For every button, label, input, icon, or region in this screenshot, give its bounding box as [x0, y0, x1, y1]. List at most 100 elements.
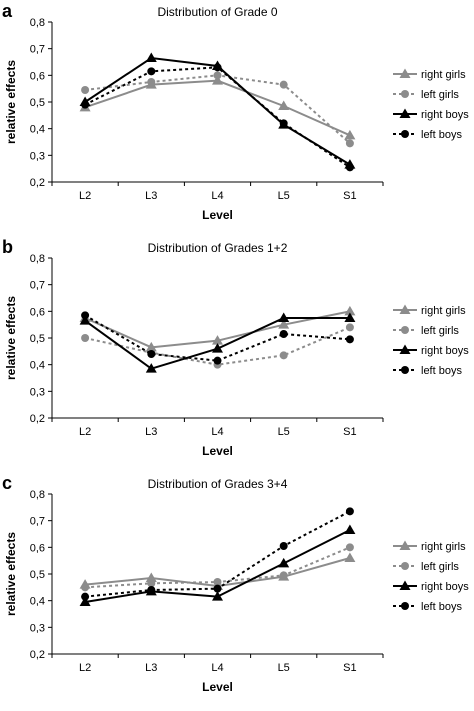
legend-marker	[399, 108, 411, 118]
y-tick-label: 0,8	[30, 489, 45, 501]
data-point-left-boys	[213, 584, 222, 593]
data-point-left-boys	[81, 592, 90, 601]
x-tick-label: L4	[211, 190, 223, 202]
data-point-right-girls	[145, 341, 157, 352]
legend-label: left boys	[421, 365, 462, 377]
y-tick-label: 0,3	[30, 386, 45, 398]
data-point-left-boys	[279, 542, 288, 550]
y-tick-label: 0,6	[30, 542, 45, 554]
data-point-left-boys	[279, 330, 288, 338]
data-point-right-girls	[212, 335, 223, 345]
data-point-left-boys	[147, 586, 156, 594]
series-right-boys	[79, 524, 356, 606]
legend-item-right-boys: right boys	[393, 344, 469, 357]
data-point-right-boys	[278, 557, 290, 568]
legend-label: right boys	[421, 109, 469, 121]
y-tick-label: 0,2	[30, 649, 45, 661]
legend-item-left-boys: left boys	[393, 601, 462, 613]
x-tick-label: L5	[278, 426, 290, 438]
data-point-right-girls	[278, 100, 290, 110]
y-tick-label: 0,6	[30, 70, 45, 82]
x-tick-label: L5	[278, 662, 290, 674]
data-point-right-boys	[145, 363, 157, 373]
x-tick-label: L4	[211, 426, 223, 438]
x-axis-label: Level	[202, 208, 233, 222]
x-tick-label: L5	[278, 190, 290, 202]
legend-marker	[399, 344, 411, 354]
y-tick-label: 0,5	[30, 97, 45, 109]
series-left-boys	[81, 311, 354, 365]
legend-marker	[401, 326, 409, 334]
legend-marker	[399, 580, 411, 590]
y-tick-label: 0,3	[30, 622, 45, 634]
data-point-right-girls	[344, 552, 356, 562]
data-point-left-girls	[213, 578, 222, 586]
legend-item-left-girls: left girls	[393, 561, 459, 573]
y-tick-label: 0,2	[30, 177, 45, 189]
y-axis-label: relative effects	[4, 296, 18, 380]
legend-item-left-boys: left boys	[393, 365, 462, 377]
data-point-right-boys	[79, 596, 91, 606]
x-tick-label: S1	[343, 426, 356, 438]
legend-item-right-girls: right girls	[393, 540, 466, 553]
y-tick-label: 0,2	[30, 413, 45, 425]
x-tick-label: S1	[343, 190, 356, 202]
legend-marker	[401, 130, 409, 138]
panel-b: b Distribution of Grades 1+2 0,2 0,3 0,4 0,5 0…	[2, 237, 469, 458]
legend-label: left girls	[421, 89, 459, 101]
data-point-left-boys	[345, 335, 354, 344]
x-tick-label: L2	[79, 426, 91, 438]
panel-letter: b	[2, 237, 13, 257]
legend-label: right boys	[421, 581, 469, 593]
data-point-left-girls	[81, 334, 90, 342]
data-point-right-boys	[344, 524, 356, 534]
x-tick-label: S1	[343, 662, 356, 674]
y-tick-label: 0,4	[30, 124, 45, 136]
x-tick-label: L2	[79, 662, 91, 674]
legend-item-right-girls: right girls	[393, 68, 466, 81]
x-tick-label: L4	[211, 662, 223, 674]
data-point-right-boys	[212, 591, 223, 601]
legend-label: right girls	[421, 69, 466, 81]
legend: right girls left girls right boys left boys	[393, 304, 469, 377]
legend-marker	[399, 68, 411, 78]
legend-marker	[399, 540, 411, 550]
legend-item-right-boys: right boys	[393, 108, 469, 121]
legend-marker	[401, 562, 409, 570]
y-axis-label: relative effects	[4, 60, 18, 144]
data-point-right-boys	[212, 343, 223, 353]
data-point-left-boys	[213, 356, 222, 365]
legend-marker	[401, 90, 409, 98]
legend-label: left boys	[421, 601, 462, 613]
y-tick-label: 0,4	[30, 360, 45, 372]
data-point-left-girls	[147, 78, 156, 86]
y-tick-label: 0,7	[30, 280, 45, 292]
data-point-left-boys	[147, 67, 156, 76]
x-tick-label: L3	[145, 426, 157, 438]
legend-label: left girls	[421, 561, 459, 573]
legend-label: right girls	[421, 541, 466, 553]
series-right-boys	[79, 312, 356, 373]
data-point-left-boys	[81, 100, 90, 109]
series-left-boys	[81, 63, 354, 172]
data-point-left-girls	[81, 86, 90, 94]
y-tick-label: 0,5	[30, 333, 45, 345]
series-left-boys	[81, 507, 354, 601]
legend: right girls left girls right boys left boys	[393, 68, 469, 141]
y-tick-label: 0,7	[30, 516, 45, 528]
legend-label: left girls	[421, 325, 459, 337]
data-point-left-girls	[81, 583, 90, 592]
x-tick-label: L3	[145, 190, 157, 202]
data-point-left-girls	[279, 80, 288, 89]
series-right-girls	[79, 305, 356, 352]
legend-label: right boys	[421, 345, 469, 357]
series-left-girls	[81, 543, 354, 592]
data-point-left-girls	[279, 351, 288, 360]
x-axis-label: Level	[202, 680, 233, 694]
series-line-left-boys	[84, 314, 350, 362]
x-tick-label: L3	[145, 662, 157, 674]
data-point-left-girls	[345, 139, 354, 148]
data-point-right-boys	[79, 315, 91, 325]
x-tick-label: L2	[79, 190, 91, 202]
